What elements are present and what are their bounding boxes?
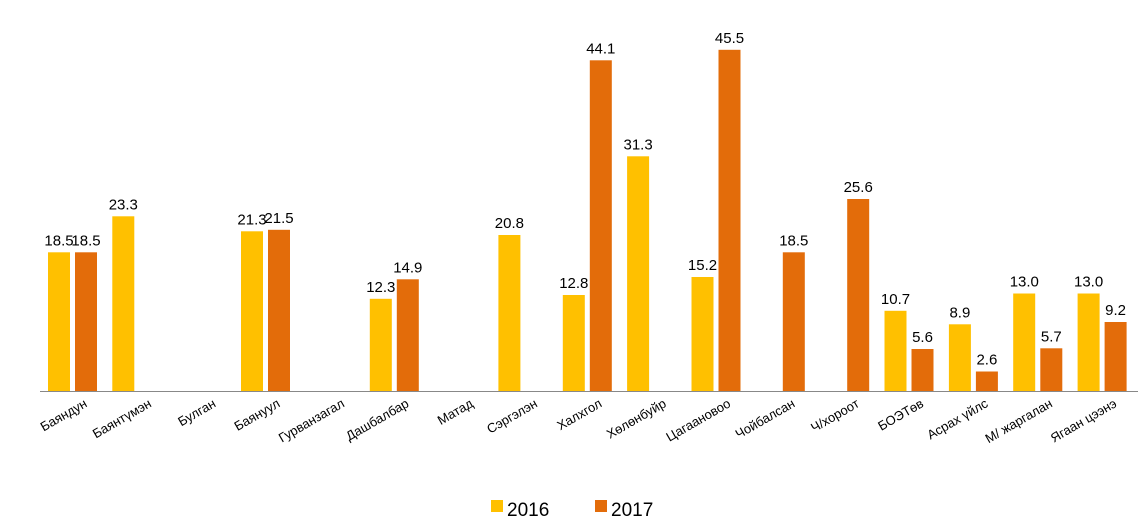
bar-2016-9 bbox=[627, 156, 650, 392]
category-label-7: Сэргэлэн bbox=[484, 396, 540, 437]
category-label-5: Дашбалбар bbox=[343, 396, 411, 444]
value-label-2016-9: 31.3 bbox=[623, 136, 652, 153]
value-label-2016-5: 12.3 bbox=[366, 279, 395, 296]
value-label-2017-14: 2.6 bbox=[976, 352, 997, 369]
value-label-2017-13: 5.6 bbox=[912, 329, 933, 346]
value-label-2016-16: 13.0 bbox=[1074, 274, 1103, 291]
bar-2017-13 bbox=[911, 349, 934, 391]
bar-2016-0 bbox=[48, 252, 70, 392]
bar-2017-16 bbox=[1104, 322, 1127, 391]
category-label-9: Хөлөнбуйр bbox=[604, 396, 669, 442]
value-label-2016-10: 15.2 bbox=[688, 257, 717, 274]
value-label-2017-12: 25.6 bbox=[844, 179, 873, 196]
value-label-2016-3: 21.3 bbox=[237, 211, 266, 228]
value-label-2016-8: 12.8 bbox=[559, 275, 588, 292]
category-label-13: БОЭТөв bbox=[875, 396, 926, 434]
category-label-14: Асрах үйлс bbox=[924, 395, 990, 442]
category-label-2: Булган bbox=[175, 396, 218, 429]
bar-2017-15 bbox=[1040, 348, 1063, 392]
bar-2017-11 bbox=[782, 252, 805, 392]
bar-2016-15 bbox=[1013, 293, 1036, 391]
legend-label-2016: 2016 bbox=[507, 500, 549, 517]
value-label-2017-3: 21.5 bbox=[264, 210, 293, 227]
bar-2017-5 bbox=[396, 279, 419, 392]
value-label-2017-11: 18.5 bbox=[779, 232, 808, 249]
category-label-10: Цагаановоо bbox=[663, 396, 733, 445]
bar-2016-5 bbox=[369, 298, 392, 392]
value-label-2016-1: 23.3 bbox=[109, 196, 138, 213]
value-label-2016-7: 20.8 bbox=[495, 215, 524, 232]
value-label-2017-10: 45.5 bbox=[715, 30, 744, 47]
value-label-2016-0: 18.5 bbox=[44, 232, 73, 249]
bar-2017-8 bbox=[589, 60, 612, 392]
category-label-4: Гурванзагал bbox=[276, 396, 347, 446]
category-labels-layer: Баяндун Баянтүмэн Булган БаянуулГурванзагал… bbox=[38, 395, 1120, 446]
category-label-16: Ягаан цээнэ bbox=[1048, 395, 1120, 445]
value-label-2016-13: 10.7 bbox=[881, 291, 910, 308]
bar-2016-8 bbox=[562, 295, 585, 391]
value-label-2017-0: 18.5 bbox=[71, 232, 100, 249]
category-label-11: Чойбалсан bbox=[733, 396, 798, 442]
value-label-2017-15: 5.7 bbox=[1041, 328, 1062, 345]
category-label-15: М/ жаргалан bbox=[982, 396, 1054, 446]
bar-2017-12 bbox=[847, 199, 870, 391]
bar-2016-13 bbox=[884, 310, 907, 392]
value-labels-layer: 18.518.523.321.321.512.314.920.812.844.1… bbox=[44, 30, 1126, 369]
bar-2017-14 bbox=[975, 371, 998, 391]
bar-2017-0 bbox=[75, 252, 97, 392]
value-label-2017-8: 44.1 bbox=[586, 40, 615, 57]
value-label-2016-15: 13.0 bbox=[1010, 274, 1039, 291]
bar-2016-7 bbox=[498, 235, 521, 391]
bar-2016-1 bbox=[112, 216, 135, 392]
legend-swatch-2017 bbox=[595, 500, 607, 512]
value-label-2017-16: 9.2 bbox=[1105, 302, 1126, 319]
legend-swatch-2016 bbox=[491, 500, 503, 512]
bar-2016-16 bbox=[1077, 293, 1100, 391]
bar-2016-3 bbox=[241, 231, 263, 392]
category-label-1: Баянтүмэн bbox=[90, 396, 154, 442]
bars-layer bbox=[48, 49, 1127, 392]
bar-2017-10 bbox=[718, 49, 741, 392]
category-label-6: Матад bbox=[435, 395, 476, 427]
category-label-0: Баяндун bbox=[38, 396, 90, 435]
bar-2016-10 bbox=[691, 277, 714, 391]
category-label-3: Баянуул bbox=[231, 396, 282, 434]
category-label-12: Ч/хороот bbox=[808, 396, 862, 436]
category-label-8: Халхгол bbox=[554, 396, 604, 433]
bar-2017-3 bbox=[268, 229, 290, 392]
legend: 2016 2017 bbox=[491, 500, 653, 517]
value-label-2017-5: 14.9 bbox=[393, 259, 422, 276]
value-label-2016-14: 8.9 bbox=[949, 304, 970, 321]
bar-2016-14 bbox=[948, 324, 971, 392]
legend-label-2017: 2017 bbox=[611, 500, 653, 517]
